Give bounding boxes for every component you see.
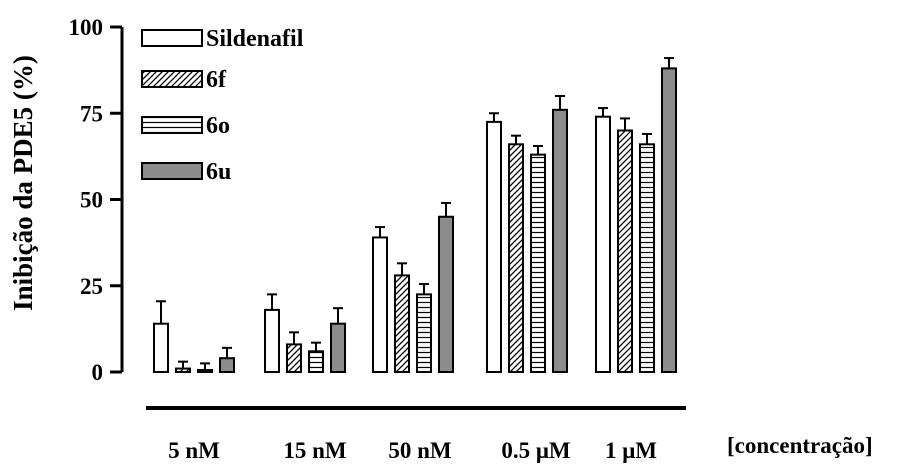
bar-6o-4	[639, 143, 655, 373]
y-tick-label: 25	[80, 274, 103, 299]
bar-sildenafil-1	[264, 308, 280, 373]
x-tick-label: 50 nM	[388, 438, 452, 463]
y-tick-label: 100	[69, 15, 104, 40]
legend: Sildenafil 6f 6o 6u	[141, 26, 304, 185]
y-axis-label: Inibição da PDE5 (%)	[8, 55, 38, 311]
x-tick-label: 1 μM	[605, 438, 657, 463]
bar-6f-2	[394, 274, 410, 373]
legend-swatch-6f	[141, 70, 203, 88]
bar-6f-1	[286, 343, 302, 373]
x-tick-label: 15 nM	[283, 438, 347, 463]
y-tick-label: 75	[80, 101, 103, 126]
bar-6o-3	[530, 153, 546, 373]
bar-6u-0	[219, 357, 235, 374]
y-tick-label: 0	[92, 360, 104, 385]
bar-6u-1	[330, 322, 346, 374]
bar-sildenafil-3	[486, 120, 502, 373]
bar-6u-3	[552, 108, 568, 374]
x-tick-label: 5 nM	[168, 438, 220, 463]
y-ticks: 0 25 50 75 100	[69, 15, 122, 385]
bar-6f-3	[508, 143, 524, 373]
x-tick-label: 0.5 μM	[501, 438, 571, 463]
bar-6f-0	[175, 367, 191, 373]
bar-6o-2	[416, 293, 432, 373]
x-axis-label: [concentração]	[727, 433, 873, 458]
legend-swatch-6u	[141, 162, 203, 180]
y-tick-label: 50	[80, 188, 103, 213]
legend-label: 6o	[206, 113, 230, 139]
bar-sildenafil-2	[372, 236, 388, 373]
legend-swatch-sildenafil	[141, 29, 203, 47]
legend-label: Sildenafil	[206, 26, 304, 52]
bar-6u-4	[661, 67, 677, 374]
bar-6o-0	[197, 369, 213, 373]
bar-sildenafil-0	[153, 322, 169, 374]
legend-label: 6u	[206, 159, 231, 185]
bars-group	[153, 57, 677, 374]
bar-6u-2	[438, 215, 454, 373]
legend-swatch-6o	[141, 116, 203, 134]
legend-label: 6f	[206, 67, 227, 93]
bar-6o-1	[308, 350, 324, 373]
x-tick-labels: 5 nM 15 nM 50 nM 0.5 μM 1 μM	[168, 438, 657, 463]
bar-sildenafil-4	[595, 115, 611, 373]
bar-6f-4	[617, 129, 633, 373]
